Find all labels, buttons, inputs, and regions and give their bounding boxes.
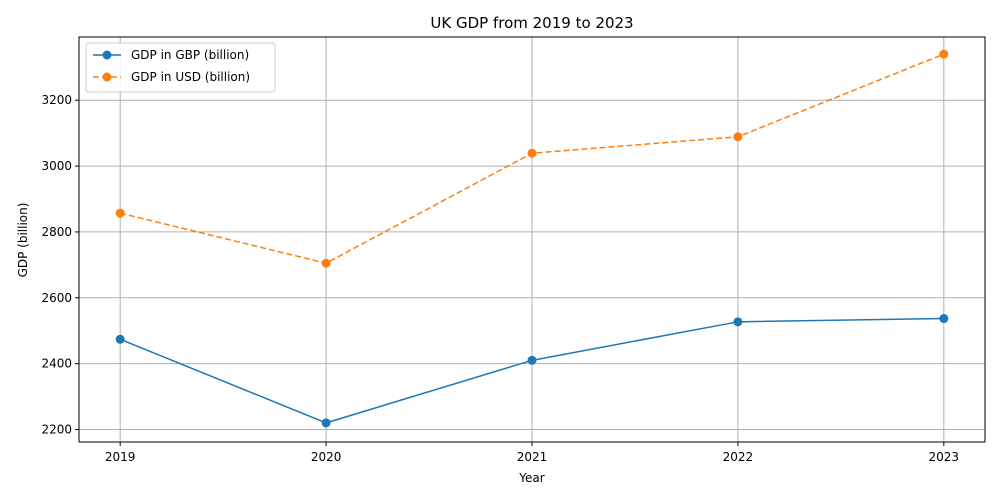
y-tick-label: 2400 bbox=[41, 357, 72, 371]
series-layer bbox=[115, 49, 949, 428]
series-2 bbox=[115, 49, 949, 268]
data-point bbox=[115, 334, 125, 344]
x-tick-label: 2019 bbox=[105, 450, 136, 464]
y-tick-label: 2600 bbox=[41, 291, 72, 305]
y-tick-label: 3200 bbox=[41, 93, 72, 107]
legend-box bbox=[85, 42, 276, 93]
series-1 bbox=[115, 314, 949, 428]
y-axis: 2200 2400 2600 2800 3000 3200 bbox=[41, 93, 79, 436]
legend-marker bbox=[102, 72, 112, 82]
data-point bbox=[733, 317, 743, 327]
legend-label: GDP in GBP (billion) bbox=[131, 48, 249, 62]
x-tick-label: 2021 bbox=[517, 450, 548, 464]
x-axis: 2019 2020 2021 2022 2023 bbox=[105, 442, 959, 464]
y-axis-title: GDP (billion) bbox=[16, 203, 30, 278]
legend-item: GDP in GBP (billion) bbox=[93, 48, 249, 62]
y-tick-label: 3000 bbox=[41, 159, 72, 173]
legend-marker bbox=[102, 50, 112, 60]
data-point bbox=[115, 208, 125, 218]
data-point bbox=[321, 258, 331, 268]
x-axis-title: Year bbox=[518, 471, 544, 485]
chart-title: UK GDP from 2019 to 2023 bbox=[430, 14, 633, 32]
grid-layer bbox=[79, 37, 985, 442]
x-tick-label: 2023 bbox=[929, 450, 960, 464]
data-point bbox=[321, 418, 331, 428]
data-point bbox=[527, 355, 537, 365]
y-tick-label: 2800 bbox=[41, 225, 72, 239]
legend-label: GDP in USD (billion) bbox=[131, 70, 250, 84]
data-point bbox=[939, 314, 949, 324]
data-point bbox=[939, 49, 949, 59]
data-point bbox=[733, 132, 743, 142]
data-point bbox=[527, 148, 537, 158]
legend: GDP in GBP (billion) GDP in USD (billion) bbox=[85, 42, 276, 93]
x-tick-label: 2020 bbox=[311, 450, 342, 464]
x-tick-label: 2022 bbox=[723, 450, 754, 464]
y-tick-label: 2200 bbox=[41, 422, 72, 436]
legend-item: GDP in USD (billion) bbox=[93, 70, 250, 84]
